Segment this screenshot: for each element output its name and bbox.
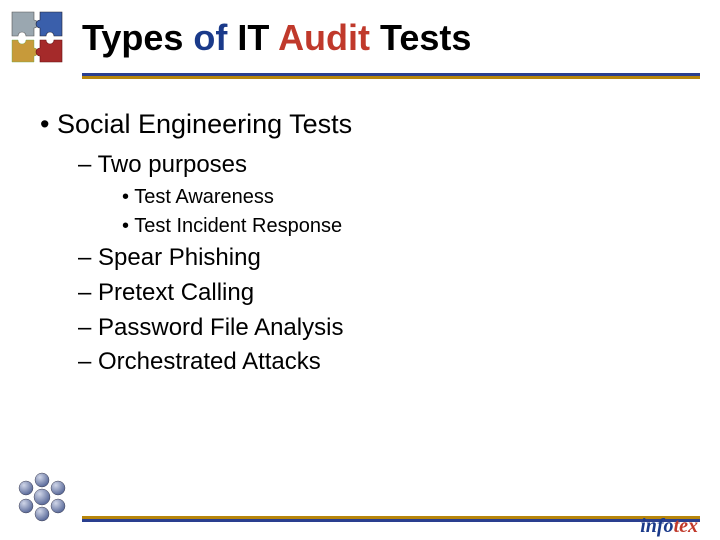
slide-header: Types of IT Audit Tests (0, 0, 720, 65)
title-word-3: IT (237, 17, 269, 58)
brand-part-2: tex (674, 515, 698, 537)
title-word-5: Tests (380, 17, 471, 58)
bullet-lvl2: Orchestrated Attacks (78, 345, 680, 380)
brand-logo: infotex (640, 515, 698, 538)
bullet-lvl2: Pretext Calling (78, 276, 680, 311)
bullet-lvl1: Social Engineering Tests (40, 105, 680, 144)
title-word-4: Audit (278, 17, 370, 58)
bullet-lvl2: Spear Phishing (78, 241, 680, 276)
slide-body: Social Engineering Tests Two purposes Te… (0, 79, 720, 380)
bullet-lvl3: Test Incident Response (122, 212, 680, 241)
bullet-lvl2: Two purposes (78, 148, 680, 183)
divider-bottom (82, 516, 700, 522)
puzzle-icon (10, 10, 70, 65)
title-word-2: of (193, 17, 227, 58)
hex-cluster-icon (14, 469, 70, 525)
slide-title: Types of IT Audit Tests (82, 17, 471, 59)
brand-part-1: info (640, 515, 673, 537)
title-word-1: Types (82, 17, 183, 58)
bullet-lvl3: Test Awareness (122, 183, 680, 212)
slide-footer: infotex (0, 516, 720, 522)
bullet-lvl2: Password File Analysis (78, 311, 680, 346)
